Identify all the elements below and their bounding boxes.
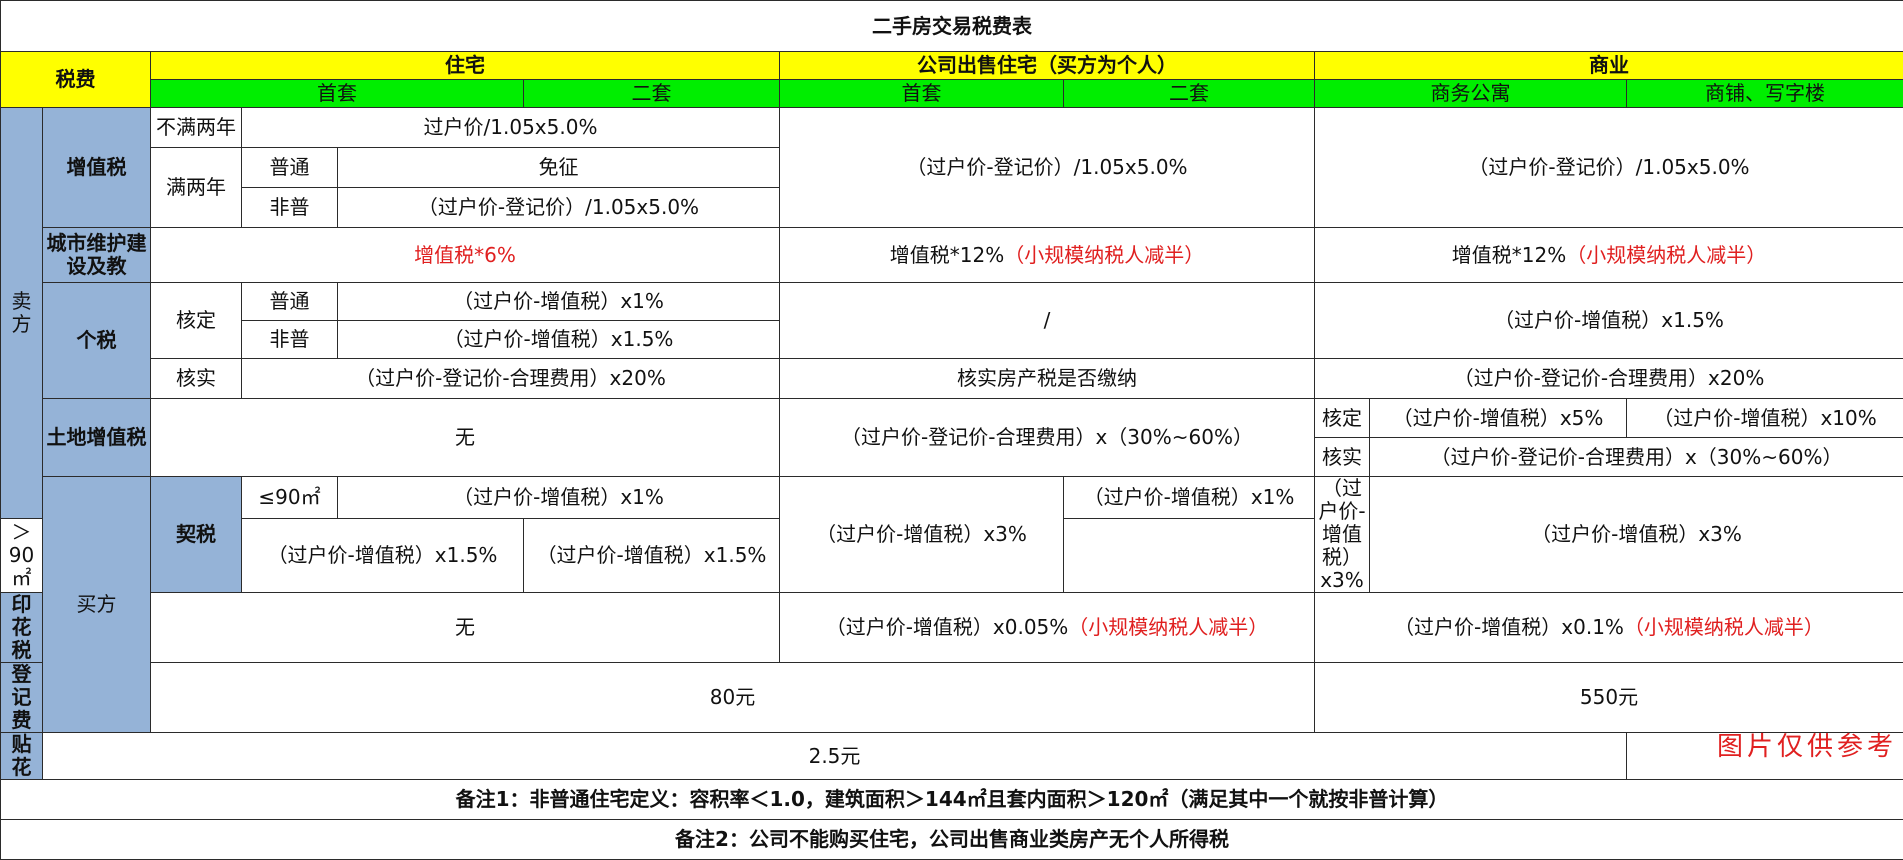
vat-under-two-value: 过户价/1.05x5.0% — [242, 108, 780, 148]
land-tax-company-value: （过户价-登记价-合理费用）x（30%~60%） — [780, 399, 1315, 477]
stamp-tax-company-value: （过户价-增值税）x0.05% — [826, 615, 1069, 639]
vat-commercial-value: （过户价-登记价）/1.05x5.0% — [1315, 108, 1903, 228]
income-company-verified-value: 核实房产税是否缴纳 — [780, 359, 1315, 399]
note-2: 备注2：公司不能购买住宅，公司出售商业类房产无个人所得税 — [1, 820, 1903, 860]
vat-label: 增值税 — [43, 108, 151, 228]
second-home-header: 二套 — [524, 80, 780, 108]
income-non-normal-label: 非普 — [242, 321, 338, 359]
stamp-tax-commercial-note: （小规模纳税人减半） — [1624, 615, 1824, 639]
city-tax-commercial-cell: 增值税*12%（小规模纳税人减半） — [1315, 228, 1903, 283]
first-home-header: 首套 — [151, 80, 524, 108]
income-company-value: / — [780, 283, 1315, 359]
watermark-text: 图片仅供参考 — [1717, 726, 1897, 763]
city-tax-commercial-note: （小规模纳税人减半） — [1566, 243, 1766, 267]
stamp-tax-residential-value: 无 — [151, 593, 780, 663]
deed-company-small-value: （过户价-增值税）x1% — [1064, 477, 1315, 519]
income-tax-label: 个税 — [43, 283, 151, 399]
commercial-header: 商业 — [1315, 52, 1903, 80]
note-1: 备注1：非普通住宅定义：容积率＜1.0，建筑面积＞144㎡且套内面积＞120㎡（… — [1, 780, 1903, 820]
vat-over-two-label: 满两年 — [151, 148, 242, 228]
deed-small-first-value: （过户价-增值税）x1% — [338, 477, 780, 519]
seller-label: 卖方 — [1, 108, 43, 519]
stamp-tax-commercial-value: （过户价-增值税）x0.1% — [1394, 615, 1624, 639]
company-sale-header: 公司出售住宅（买方为个人） — [780, 52, 1315, 80]
vat-under-two-label: 不满两年 — [151, 108, 242, 148]
city-tax-company-note: （小规模纳税人减半） — [1004, 243, 1204, 267]
income-commercial-assessed-value: （过户价-增值税）x1.5% — [1315, 283, 1903, 359]
sticker-fee-value: 2.5元 — [43, 733, 1627, 780]
land-tax-label: 土地增值税 — [43, 399, 151, 477]
deed-commercial-value: （过户价-增值税）x3% — [1370, 477, 1903, 593]
income-assessed-label: 核定 — [151, 283, 242, 359]
vat-company-value: （过户价-登记价）/1.05x5.0% — [780, 108, 1315, 228]
land-verified-label: 核实 — [1315, 438, 1370, 477]
deed-large-first-value: （过户价-增值税）x1.5% — [242, 519, 524, 593]
page-title: 二手房交易税费表 — [1, 1, 1903, 52]
registration-commercial-value: 550元 — [1315, 663, 1903, 733]
stamp-tax-label: 印花税 — [1, 593, 43, 663]
shop-office-header: 商铺、写字楼 — [1627, 80, 1903, 108]
vat-non-normal-value: （过户价-登记价）/1.05x5.0% — [338, 188, 780, 228]
buyer-label: 买方 — [43, 477, 151, 733]
city-tax-company-cell: 增值税*12%（小规模纳税人减半） — [780, 228, 1315, 283]
land-assessed-value-1: （过户价-增值税）x5% — [1370, 399, 1627, 438]
vat-normal-label: 普通 — [242, 148, 338, 188]
deed-tax-label: 契税 — [151, 477, 242, 593]
income-verified-label: 核实 — [151, 359, 242, 399]
stamp-tax-company-cell: （过户价-增值税）x0.05%（小规模纳税人减半） — [780, 593, 1315, 663]
income-commercial-verified-value: （过户价-登记价-合理费用）x20% — [1315, 359, 1903, 399]
tax-fee-header: 税费 — [1, 52, 151, 108]
income-non-normal-value: （过户价-增值税）x1.5% — [338, 321, 780, 359]
sticker-fee-label: 贴花 — [1, 733, 43, 780]
deed-second-value: （过户价-增值税）x3% — [780, 477, 1064, 593]
business-apartment-header: 商务公寓 — [1315, 80, 1627, 108]
land-assessed-value-2: （过户价-增值税）x10% — [1627, 399, 1903, 438]
city-tax-label: 城市维护建设及教 — [43, 228, 151, 283]
stamp-tax-company-note: （小规模纳税人减半） — [1068, 615, 1268, 639]
deed-large-label: ＞90㎡ — [1, 519, 43, 593]
city-tax-company-value: 增值税*12% — [890, 243, 1004, 267]
deed-company-large-value: （过户价-增值税）x1.5% — [524, 519, 780, 593]
city-tax-commercial-value: 增值税*12% — [1452, 243, 1566, 267]
registration-fee-label: 登记费 — [1, 663, 43, 733]
income-verified-value: （过户价-登记价-合理费用）x20% — [242, 359, 780, 399]
deed-small-label: ≤90㎡ — [242, 477, 338, 519]
stamp-tax-commercial-cell: （过户价-增值税）x0.1%（小规模纳税人减半） — [1315, 593, 1903, 663]
deed-company-second-value: （过户价-增值税）x3% — [1315, 477, 1370, 593]
vat-normal-value: 免征 — [338, 148, 780, 188]
land-verified-value: （过户价-登记价-合理费用）x（30%~60%） — [1370, 438, 1903, 477]
vat-non-normal-label: 非普 — [242, 188, 338, 228]
land-assessed-label: 核定 — [1315, 399, 1370, 438]
land-tax-residential-value: 无 — [151, 399, 780, 477]
city-tax-residential-value: 增值税*6% — [151, 228, 780, 283]
registration-residential-value: 80元 — [151, 663, 1315, 733]
income-normal-value: （过户价-增值税）x1% — [338, 283, 780, 321]
company-first-header: 首套 — [780, 80, 1064, 108]
company-second-header: 二套 — [1064, 80, 1315, 108]
income-normal-label: 普通 — [242, 283, 338, 321]
residential-header: 住宅 — [151, 52, 780, 80]
